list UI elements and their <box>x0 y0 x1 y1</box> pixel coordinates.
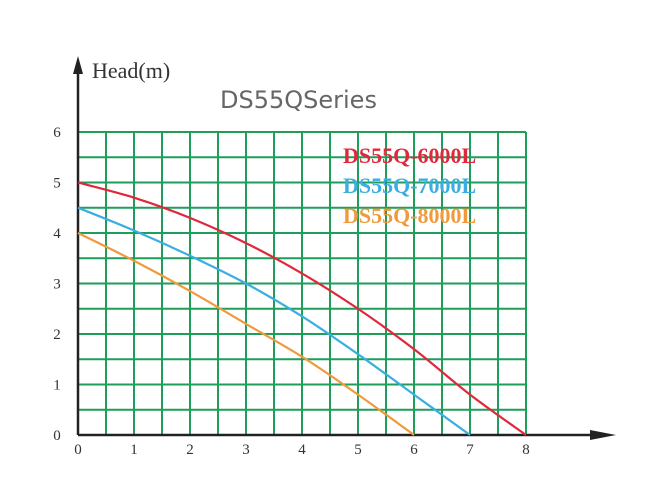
x-tick-label: 1 <box>130 442 138 458</box>
series-line-ds55q-7000l <box>77 206 471 436</box>
y-tick-label: 2 <box>53 327 61 343</box>
x-tick-label: 0 <box>74 442 82 458</box>
chart-title: DS55QSeries <box>220 86 377 114</box>
grid <box>77 131 527 436</box>
curves <box>77 181 527 436</box>
series-line-ds55q-8000l <box>77 232 415 436</box>
series-line-ds55q-6000l <box>77 181 527 436</box>
legend-entry: DS55Q-7000L <box>343 173 476 198</box>
y-axis-arrow <box>73 56 83 74</box>
x-tick-label: 3 <box>242 442 250 458</box>
y-tick-label: 0 <box>53 428 61 444</box>
y-tick-label: 4 <box>53 226 61 242</box>
x-tick-label: 4 <box>298 442 306 458</box>
x-tick-label: 2 <box>186 442 194 458</box>
y-tick-label: 3 <box>53 277 61 293</box>
x-tick-label: 6 <box>410 442 418 458</box>
axes <box>73 56 616 440</box>
y-axis-title: Head(m) <box>92 58 170 83</box>
tick-labels: 0 1 2 3 4 5 6 7 8 0 1 2 3 4 5 6 <box>53 125 530 458</box>
legend-entry: DS55Q-8000L <box>343 203 476 228</box>
x-tick-label: 7 <box>466 442 474 458</box>
legend-entry: DS55Q-6000L <box>343 143 476 168</box>
legend: DS55Q-6000L DS55Q-7000L DS55Q-8000L <box>343 143 476 228</box>
y-tick-label: 1 <box>53 378 61 394</box>
x-axis-arrow <box>590 430 616 440</box>
x-tick-label: 5 <box>354 442 362 458</box>
y-tick-label: 6 <box>53 125 61 141</box>
y-tick-label: 5 <box>53 176 61 192</box>
x-tick-label: 8 <box>522 442 530 458</box>
